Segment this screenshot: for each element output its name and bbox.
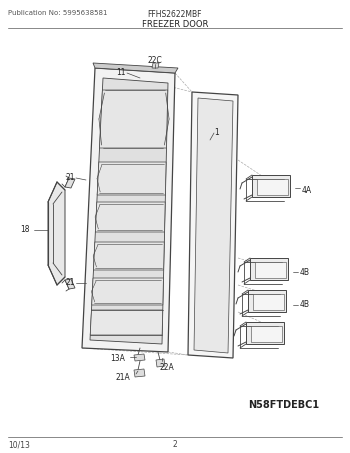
Polygon shape: [250, 258, 288, 280]
Polygon shape: [252, 175, 290, 197]
Polygon shape: [99, 90, 168, 148]
Polygon shape: [246, 322, 284, 344]
Polygon shape: [257, 179, 288, 195]
Text: 21A: 21A: [115, 373, 130, 382]
Polygon shape: [248, 290, 286, 312]
Polygon shape: [134, 354, 145, 361]
Text: N58FTDEBC1: N58FTDEBC1: [248, 400, 319, 410]
Polygon shape: [97, 162, 166, 195]
Text: FREEZER DOOR: FREEZER DOOR: [142, 20, 208, 29]
Text: 10/13: 10/13: [8, 440, 30, 449]
Polygon shape: [134, 369, 145, 377]
Polygon shape: [93, 242, 164, 270]
Text: 21: 21: [66, 173, 76, 182]
Polygon shape: [253, 294, 284, 310]
Text: 22C: 22C: [148, 56, 163, 65]
Text: 1: 1: [214, 128, 219, 137]
Polygon shape: [152, 63, 159, 68]
Polygon shape: [93, 63, 178, 73]
Text: 21: 21: [66, 278, 76, 287]
Polygon shape: [65, 279, 75, 289]
Polygon shape: [156, 359, 165, 367]
Polygon shape: [188, 92, 238, 358]
Polygon shape: [194, 98, 233, 353]
Text: 4B: 4B: [300, 268, 310, 277]
Text: 11: 11: [116, 68, 126, 77]
Polygon shape: [82, 68, 175, 352]
Text: FFHS2622MBF: FFHS2622MBF: [148, 10, 202, 19]
Text: 4A: 4A: [302, 186, 312, 195]
Polygon shape: [251, 326, 282, 342]
Text: Publication No: 5995638581: Publication No: 5995638581: [8, 10, 107, 16]
Polygon shape: [255, 262, 286, 278]
Text: 4B: 4B: [300, 300, 310, 309]
Polygon shape: [95, 202, 165, 232]
Text: 22A: 22A: [160, 363, 175, 372]
Text: 13A: 13A: [110, 354, 125, 363]
Polygon shape: [90, 78, 168, 344]
Polygon shape: [48, 182, 65, 285]
Text: 18: 18: [20, 225, 29, 234]
Polygon shape: [65, 178, 75, 188]
Polygon shape: [90, 310, 163, 335]
Polygon shape: [92, 278, 163, 305]
Text: 2: 2: [173, 440, 177, 449]
